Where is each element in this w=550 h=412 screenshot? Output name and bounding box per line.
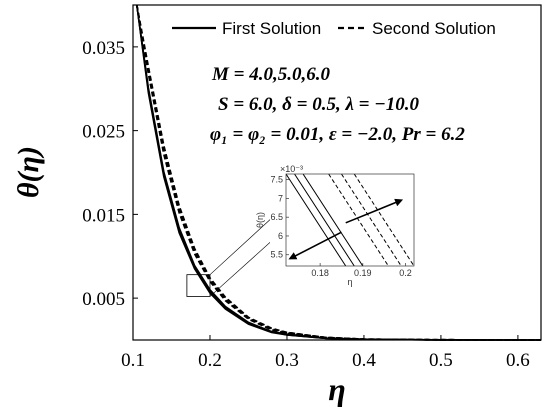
- y-tick-label: 0.005: [82, 289, 125, 310]
- x-tick-label: 0.5: [429, 350, 453, 371]
- legend-label-second: Second Solution: [372, 19, 496, 38]
- x-tick-label: 0.1: [121, 350, 145, 371]
- x-tick-label: 0.4: [352, 350, 376, 371]
- inset-y-tick-label: 6.5: [270, 212, 283, 222]
- inset-dashed-line: [341, 174, 402, 266]
- inset-exponent-label: ×10⁻³: [280, 164, 303, 174]
- legend: First Solution Second Solution: [172, 19, 496, 38]
- inset-arrow: [345, 198, 404, 224]
- inset-x-tick-label: 0.19: [354, 268, 372, 278]
- zoom-box: [186, 274, 211, 297]
- legend-label-first: First Solution: [222, 19, 321, 38]
- annotation-phi: φ₁ = φ₂ = 0.01, ε = −2.0, Pr = 6.2: [210, 124, 465, 145]
- inset-x-tick-label: 0.18: [311, 268, 329, 278]
- inset-x-tick-label: 0.2: [399, 268, 412, 278]
- y-tick-label: 0.025: [82, 122, 125, 143]
- inset-solid-line: [294, 174, 355, 266]
- x-axis-label: η: [328, 371, 346, 407]
- y-tick-label: 0.015: [82, 205, 125, 226]
- annotation-m: M = 4.0,5.0,6.0: [211, 64, 330, 85]
- second-solution-curve: [135, 4, 541, 341]
- inset-y-tick-label: 6: [278, 231, 283, 241]
- x-ticks: 0.1 0.2 0.3 0.4 0.5 0.6: [121, 335, 530, 371]
- inset-dashed-line: [328, 174, 389, 266]
- inset-arrow: [288, 231, 342, 260]
- inset-y-tick-label: 7.5: [270, 175, 283, 185]
- plot-frame: [132, 4, 542, 341]
- x-tick-label: 0.3: [275, 350, 299, 371]
- inset-y-tick-label: 7: [278, 193, 283, 203]
- inset-frame: [285, 173, 415, 267]
- inset-plot: 0.18 0.19 0.2 5.5 6 6.5 7 7.5 ×10⁻³ η θ(η): [255, 164, 418, 287]
- inset-y-ticks: 5.5 6 6.5 7 7.5: [270, 175, 289, 260]
- inset-x-ticks: 0.18 0.19 0.2: [311, 263, 412, 278]
- inset-y-tick-label: 5.5: [270, 250, 283, 260]
- inset-background: [270, 165, 418, 287]
- second-solution-curve: [135, 4, 541, 341]
- inset-arrows: [288, 198, 404, 260]
- x-tick-label: 0.2: [198, 350, 222, 371]
- inset-y-label: θ(η): [255, 212, 265, 228]
- y-axis-label: θ(η): [12, 146, 45, 198]
- inset-solid-line: [302, 174, 364, 266]
- y-ticks: 0.005 0.015 0.025 0.035: [82, 38, 138, 310]
- x-tick-label: 0.6: [506, 350, 530, 371]
- inset-solid-line: [286, 174, 347, 266]
- annotation-s: S = 6.0, δ = 0.5, λ = −10.0: [218, 94, 419, 115]
- inset-dashed-line: [353, 174, 414, 266]
- y-tick-label: 0.035: [82, 38, 125, 59]
- inset-lines: [286, 174, 414, 266]
- inset-x-label: η: [347, 277, 352, 287]
